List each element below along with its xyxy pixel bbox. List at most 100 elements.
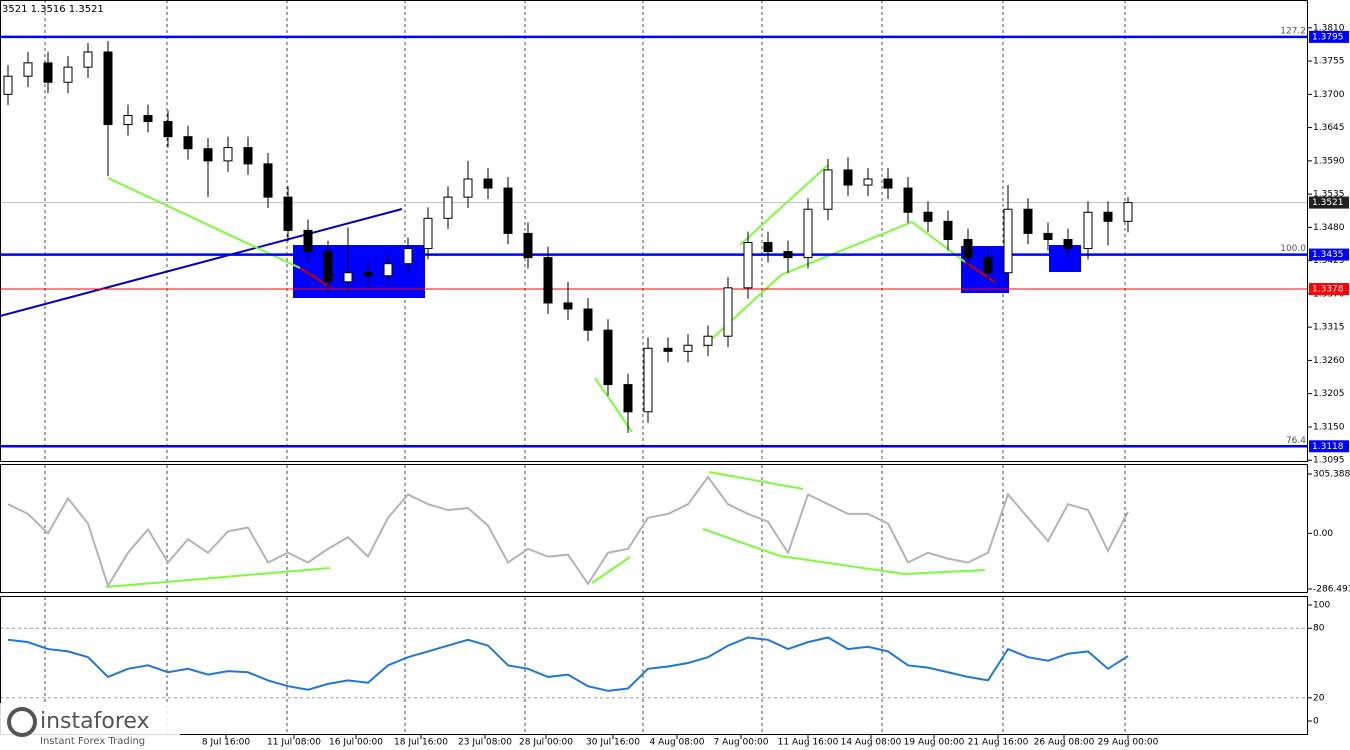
candle-body — [1123, 202, 1133, 222]
trend-line — [299, 267, 331, 288]
candle-body — [43, 62, 53, 83]
y-tick-label: 1.3535 — [1313, 190, 1345, 200]
candle-body — [1083, 211, 1093, 250]
candle-body — [483, 178, 493, 189]
candle-body — [1103, 211, 1113, 222]
y-tick-label: 1.3590 — [1313, 156, 1345, 166]
y-tick-label: 1.3150 — [1313, 422, 1345, 432]
y-tick-label: 100 — [1313, 601, 1330, 611]
candle-body — [463, 178, 473, 198]
candle-body — [363, 272, 373, 277]
panel-frame — [0, 0, 1308, 462]
y-tick-label: -286.493 — [1313, 585, 1350, 595]
trend-line — [702, 274, 782, 348]
price-box-label: 1.3435 — [1312, 250, 1344, 260]
candle-body — [523, 232, 533, 259]
indicator-line — [7, 636, 1129, 692]
candle-body — [323, 251, 333, 283]
price-box-label: 1.3378 — [1312, 285, 1344, 295]
candle-body — [743, 241, 753, 289]
y-tick-label: 1.3260 — [1313, 356, 1345, 366]
candle-body — [883, 178, 893, 189]
candle-body — [903, 187, 913, 213]
candle-body — [303, 229, 313, 253]
trend-line — [904, 569, 986, 575]
candle-body — [963, 238, 973, 259]
candle-body — [603, 329, 613, 386]
y-tick-label: 20 — [1313, 693, 1325, 703]
candle-body — [803, 208, 813, 259]
y-tick-label: 1.3095 — [1313, 456, 1345, 466]
y-tick-label: 305.3886 — [1313, 470, 1350, 480]
candle-body — [383, 263, 393, 277]
x-tick-label: 30 Jul 16:00 — [586, 738, 640, 748]
y-tick-label: 1.3205 — [1313, 389, 1345, 399]
candle-body — [823, 169, 833, 210]
candle-body — [723, 287, 733, 337]
candle-body — [343, 272, 353, 283]
candle-body — [663, 347, 673, 352]
trend-line — [591, 556, 631, 584]
y-tick-label: 1.3755 — [1313, 57, 1345, 67]
y-tick-label: 80 — [1313, 624, 1325, 634]
y-tick-label: 1.3425 — [1313, 256, 1345, 266]
candle-body — [1043, 232, 1053, 240]
indicator-line — [7, 475, 1129, 589]
brand-name: instaforex — [40, 709, 150, 734]
labels: 3521 1.3516 1.3521 1.3810 1.3755 1.3700 1.3… — [2, 4, 1350, 748]
x-tick-label: 18 Jul 16:00 — [394, 738, 448, 748]
grid-layer — [0, 0, 1312, 739]
price-box-label: 1.3795 — [1312, 32, 1344, 42]
trend-line — [708, 471, 804, 490]
trend-line — [780, 221, 913, 276]
trend-line — [702, 528, 781, 557]
candle-body — [1023, 208, 1033, 234]
candle-body — [843, 169, 853, 186]
frames — [0, 0, 1308, 735]
candle-body — [1003, 208, 1013, 274]
candle-body — [923, 211, 933, 222]
trend-line — [105, 567, 331, 588]
candle-body — [623, 384, 633, 413]
candle-body — [123, 115, 133, 126]
header-text: 3521 1.3516 1.3521 — [2, 4, 104, 15]
brand-tagline: Instant Forex Trading — [40, 736, 145, 747]
candle-body — [983, 257, 993, 274]
x-tick-label: 4 Aug 08:00 — [650, 738, 705, 748]
y-tick-label: 1.3700 — [1313, 90, 1345, 100]
fib-label: 76.4 — [1286, 436, 1306, 446]
candle-body — [503, 187, 513, 234]
x-tick-label: 21 Aug 16:00 — [968, 738, 1029, 748]
candle-body — [263, 163, 273, 198]
candle-body — [563, 302, 573, 310]
candle-body — [943, 220, 953, 240]
x-tick-label: 7 Aug 00:00 — [714, 738, 769, 748]
trend-line — [107, 177, 301, 269]
candle-body — [403, 248, 413, 265]
price-box-label: 1.3521 — [1312, 198, 1344, 208]
trend-line — [964, 261, 996, 283]
x-tick-label: 14 Aug 08:00 — [841, 738, 902, 748]
y-tick-label: 0 — [1313, 717, 1319, 727]
price-box-label: 1.3118 — [1312, 442, 1344, 452]
trend-line — [0, 208, 403, 317]
panel-frame — [0, 464, 1308, 593]
fib-label: 100.0 — [1280, 244, 1306, 254]
candle-body — [283, 196, 293, 231]
candle-body — [643, 347, 653, 413]
x-tick-label: 11 Jul 08:00 — [267, 738, 321, 748]
price-box — [1309, 196, 1349, 209]
x-tick-label: 19 Aug 00:00 — [904, 738, 965, 748]
x-tick-label: 26 Aug 08:00 — [1034, 738, 1095, 748]
candle-body — [543, 257, 553, 304]
candle-body — [103, 51, 113, 126]
trend-line — [779, 555, 906, 575]
price-box — [1309, 440, 1349, 453]
candle-body — [3, 75, 13, 95]
y-tick-label: 1.3315 — [1313, 323, 1345, 333]
price-box — [1309, 248, 1349, 261]
y-tick-label: 0.00 — [1313, 529, 1333, 539]
candle-body — [683, 344, 693, 352]
